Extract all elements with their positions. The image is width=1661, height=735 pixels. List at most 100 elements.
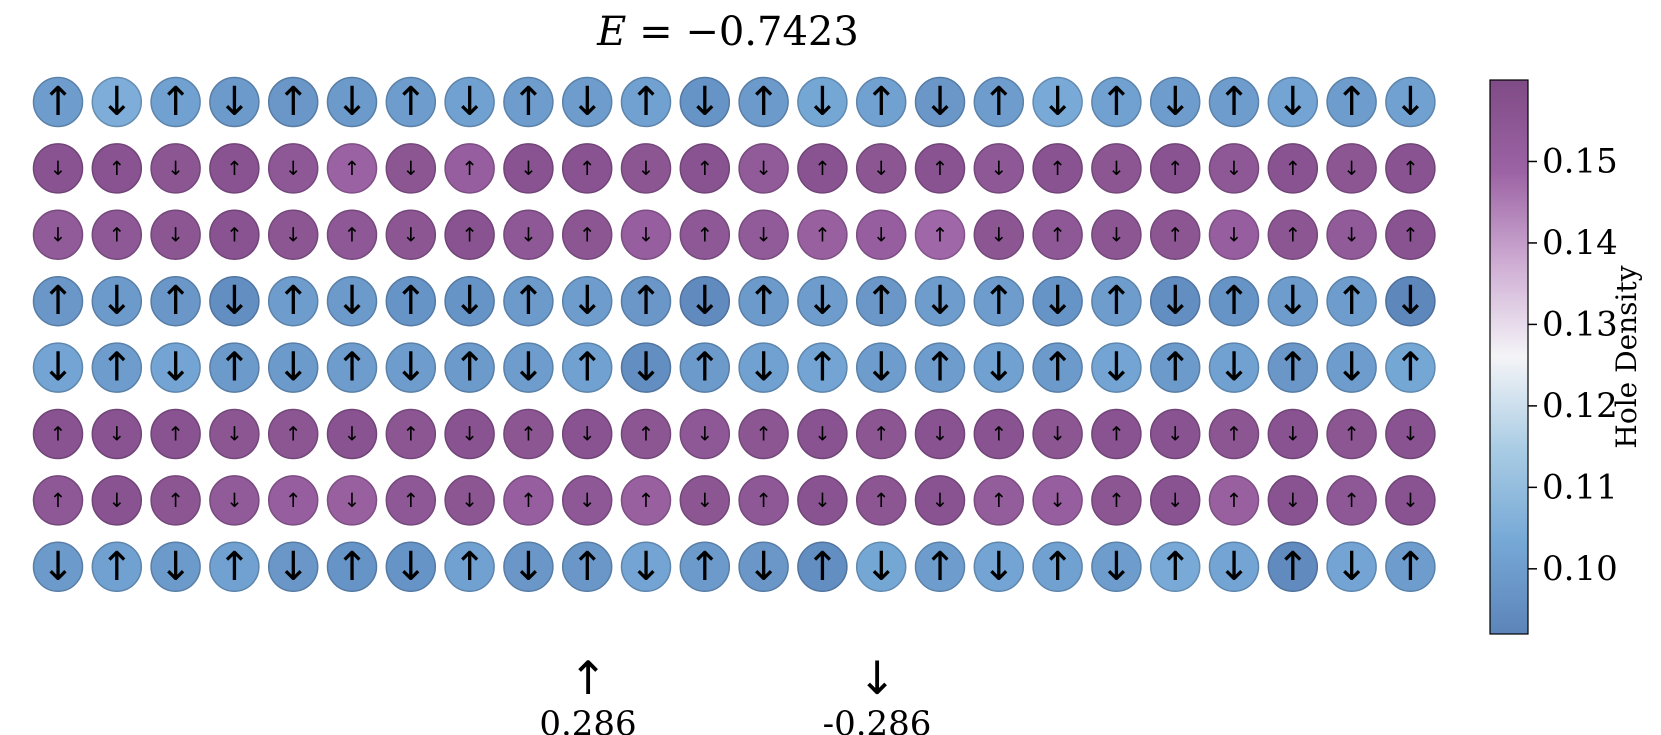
spin-up-arrow: ↑ <box>1217 79 1251 125</box>
lattice-site: ↑ <box>326 342 378 393</box>
spin-down-arrow: ↓ <box>747 345 781 391</box>
lattice-site: ↑ <box>267 475 319 526</box>
site-circle <box>1208 342 1260 393</box>
lattice-site: ↑ <box>91 541 143 593</box>
lattice-site: ↓ <box>620 209 672 261</box>
site-circle <box>914 209 966 261</box>
site-circle <box>914 475 966 526</box>
site-circle <box>1091 275 1142 327</box>
spin-down-arrow: ↓ <box>1049 489 1065 512</box>
lattice-site: ↓ <box>855 143 907 194</box>
lattice-site: ↓ <box>150 342 201 393</box>
spin-up-arrow: ↑ <box>512 79 546 125</box>
lattice-site: ↑ <box>385 76 437 128</box>
spin-down-arrow: ↓ <box>41 544 75 590</box>
site-circle <box>209 541 260 593</box>
site-circle <box>561 475 613 526</box>
spin-down-arrow: ↓ <box>1335 345 1369 391</box>
site-circle <box>1267 408 1319 460</box>
spin-up-arrow: ↑ <box>226 223 242 246</box>
spin-legend: ↑ 0.286 ↓ -0.286 <box>539 651 931 735</box>
spin-down-arrow: ↓ <box>512 345 546 391</box>
site-circle <box>444 408 495 460</box>
spin-up-arrow: ↑ <box>1108 489 1124 512</box>
spin-up-arrow: ↑ <box>638 489 654 512</box>
site-circle <box>1208 76 1260 128</box>
spin-down-arrow: ↓ <box>688 278 722 324</box>
site-circle <box>267 408 319 460</box>
lattice-site: ↓ <box>620 541 672 593</box>
lattice-site: ↓ <box>503 541 554 593</box>
spin-down-arrow: ↓ <box>697 423 713 446</box>
lattice-site: ↓ <box>1208 143 1260 194</box>
lattice-site: ↑ <box>385 408 437 460</box>
site-circle <box>1032 475 1083 526</box>
lattice-site: ↓ <box>679 76 731 128</box>
site-circle <box>855 209 907 261</box>
site-circle <box>209 209 260 261</box>
lattice-site: ↑ <box>679 541 731 593</box>
site-circle <box>1091 209 1142 261</box>
site-circle <box>738 408 789 460</box>
site-circle <box>679 209 731 261</box>
lattice-site: ↑ <box>855 76 907 128</box>
lattice-site: ↑ <box>855 408 907 460</box>
lattice-site: ↓ <box>1326 143 1377 194</box>
lattice-site: ↓ <box>1149 76 1201 128</box>
lattice-site: ↑ <box>150 475 201 526</box>
colorbar-tick-label: 0.13 <box>1542 304 1618 344</box>
site-circle <box>1091 143 1142 194</box>
spin-up-arrow: ↑ <box>461 157 477 180</box>
spin-up-arrow: ↑ <box>394 278 428 324</box>
site-circle <box>738 541 789 593</box>
lattice-site: ↑ <box>855 475 907 526</box>
lattice-site: ↑ <box>797 541 848 593</box>
site-circle <box>91 143 143 194</box>
site-circle <box>679 275 731 327</box>
site-circle <box>1208 275 1260 327</box>
spin-down-arrow: ↓ <box>218 79 252 125</box>
lattice-site: ↓ <box>973 342 1025 393</box>
site-circle <box>1208 209 1260 261</box>
spin-up-arrow: ↑ <box>864 278 898 324</box>
site-circle <box>797 143 848 194</box>
lattice-site: ↓ <box>503 342 554 393</box>
spin-down-arrow: ↓ <box>167 223 183 246</box>
site-circle <box>561 275 613 327</box>
spin-up-arrow: ↑ <box>1158 544 1192 590</box>
site-circle <box>620 275 672 327</box>
site-circle <box>444 541 495 593</box>
lattice: ↑ ↓ ↑ ↓ ↑ ↓ ↑ ↓ ↑ ↓ ↑ ↓ ↑ ↓ ↑ ↓ ↑ ↓ ↑ ↓ ↑ ↓ ↑ ↓ ↓ ↑ ↓ ↑ ↓ ↑ ↓ ↑ ↓ ↑ ↓ ↑ ↓ ↑ ↓ ↑… <box>32 76 1436 593</box>
site-circle <box>1326 275 1377 327</box>
spin-down-arrow: ↓ <box>1108 223 1124 246</box>
lattice-site: ↓ <box>209 475 260 526</box>
lattice-site: ↓ <box>679 275 731 327</box>
site-circle <box>1091 541 1142 593</box>
site-circle <box>797 275 848 327</box>
lattice-site: ↓ <box>1208 342 1260 393</box>
lattice-site: ↑ <box>267 275 319 327</box>
lattice-site: ↑ <box>326 541 378 593</box>
lattice-site: ↓ <box>209 76 260 128</box>
lattice-site: ↑ <box>973 408 1025 460</box>
lattice-site: ↓ <box>620 143 672 194</box>
spin-up-arrow: ↑ <box>923 345 957 391</box>
lattice-site: ↓ <box>209 275 260 327</box>
lattice-site: ↑ <box>1149 143 1201 194</box>
lattice-site: ↓ <box>1208 209 1260 261</box>
lattice-site: ↓ <box>1032 76 1083 128</box>
lattice-site: ↑ <box>914 541 966 593</box>
spin-up-arrow: ↑ <box>1100 278 1134 324</box>
spin-up-arrow: ↑ <box>159 79 193 125</box>
lattice-site: ↓ <box>1149 408 1201 460</box>
site-circle <box>1385 408 1436 460</box>
lattice-site: ↓ <box>385 541 437 593</box>
lattice-site: ↓ <box>738 143 789 194</box>
spin-up-arrow: ↑ <box>218 345 252 391</box>
spin-up-arrow: ↑ <box>1158 345 1192 391</box>
spin-down-arrow: ↓ <box>814 489 830 512</box>
site-circle <box>973 209 1025 261</box>
lattice-site: ↓ <box>32 209 84 261</box>
spin-down-arrow: ↓ <box>1167 423 1183 446</box>
spin-down-arrow: ↓ <box>1402 489 1418 512</box>
